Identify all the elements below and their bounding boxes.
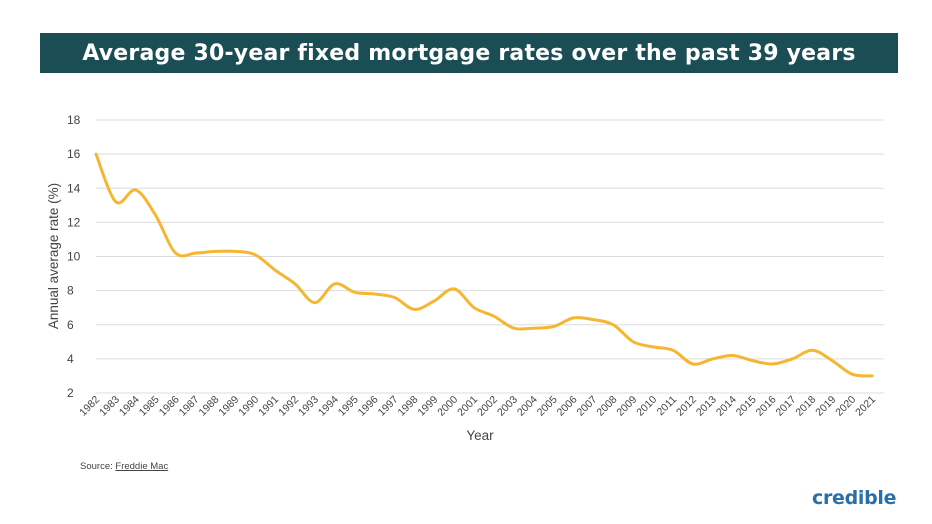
x-tick-label: 1990: [236, 394, 261, 419]
x-tick-label: 2001: [455, 394, 480, 419]
x-tick-label: 2004: [515, 394, 540, 419]
x-tick-label: 1982: [77, 394, 102, 419]
x-tick-label: 2017: [774, 394, 799, 419]
x-tick-label: 2009: [614, 394, 639, 419]
y-tick-label: 8: [67, 284, 74, 298]
x-tick-label: 2005: [535, 394, 560, 419]
x-tick-label: 2016: [754, 394, 779, 419]
x-tick-label: 1993: [296, 394, 321, 419]
y-tick-label: 6: [67, 318, 74, 332]
y-tick-label: 18: [67, 113, 81, 127]
y-axis-title: Annual average rate (%): [46, 183, 61, 329]
source-link[interactable]: Freddie Mac: [115, 461, 169, 472]
chart-title: Average 30-year fixed mortgage rates ove…: [40, 33, 898, 73]
x-tick-label: 2013: [694, 394, 719, 419]
x-tick-label: 1988: [197, 394, 222, 419]
x-tick-label: 2008: [594, 394, 619, 419]
y-tick-label: 4: [67, 352, 74, 366]
x-tick-label: 1989: [216, 394, 241, 419]
x-tick-label: 2020: [833, 394, 858, 419]
source-note: Source: Freddie Mac: [80, 461, 168, 472]
x-tick-label: 2021: [853, 394, 878, 419]
x-tick-label: 2018: [793, 394, 818, 419]
x-tick-label: 2012: [674, 394, 699, 419]
y-tick-label: 2: [67, 386, 74, 400]
x-tick-label: 2019: [813, 394, 838, 419]
x-tick-label: 2003: [495, 394, 520, 419]
y-tick-label: 14: [67, 181, 81, 195]
x-tick-label: 2002: [475, 394, 500, 419]
x-tick-label: 1996: [356, 394, 381, 419]
x-axis-title: Year: [466, 428, 494, 443]
x-tick-label: 2011: [655, 394, 680, 419]
x-tick-label: 1995: [336, 394, 361, 419]
x-tick-label: 2014: [714, 394, 739, 419]
x-tick-label: 1983: [97, 394, 122, 419]
brand-logo: credible: [812, 487, 897, 509]
x-tick-label: 2006: [555, 394, 580, 419]
source-label: Source:: [80, 461, 116, 472]
y-tick-label: 12: [67, 215, 81, 229]
x-tick-label: 1984: [117, 394, 142, 419]
x-tick-label: 2015: [734, 394, 759, 419]
y-tick-label: 10: [67, 250, 81, 264]
x-tick-label: 2000: [435, 394, 460, 419]
x-tick-label: 1985: [137, 394, 162, 419]
x-tick-label: 2007: [575, 394, 600, 419]
x-tick-label: 1999: [415, 394, 440, 419]
x-tick-label: 1998: [395, 394, 420, 419]
rate-series-line: [94, 152, 874, 378]
y-tick-label: 16: [67, 147, 81, 161]
x-tick-label: 1991: [256, 394, 281, 419]
x-tick-label: 1986: [157, 394, 182, 419]
x-tick-label: 1992: [276, 394, 301, 419]
x-tick-label: 1997: [376, 394, 401, 419]
x-tick-label: 1987: [177, 394, 202, 419]
x-tick-label: 1994: [316, 394, 341, 419]
x-tick-label: 2010: [634, 394, 659, 419]
